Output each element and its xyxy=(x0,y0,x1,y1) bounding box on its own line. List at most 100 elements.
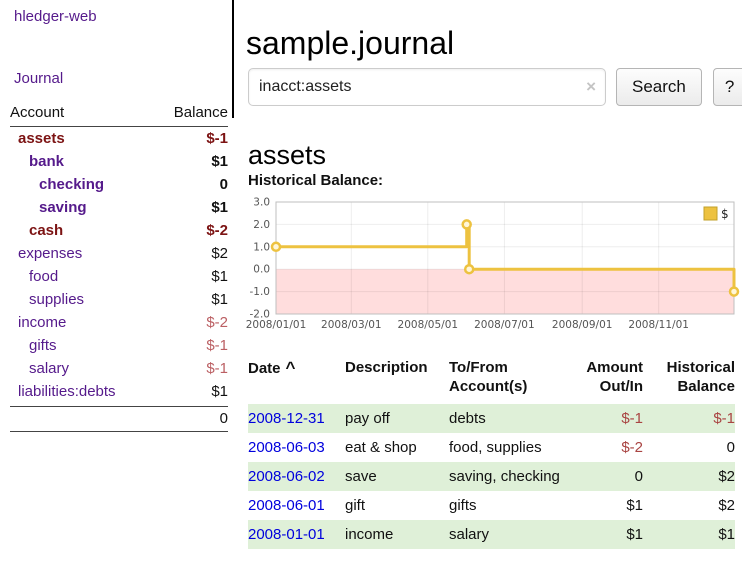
svg-text:2008/07/01: 2008/07/01 xyxy=(474,319,535,331)
account-balance: $-1 xyxy=(206,360,228,377)
transaction-date-link[interactable]: 2008-01-01 xyxy=(248,526,325,543)
accounts-header: Account Balance xyxy=(10,104,228,127)
accounts-header-balance: Balance xyxy=(173,104,228,121)
sidebar-divider xyxy=(232,0,234,118)
account-row: food $1 xyxy=(10,265,228,288)
amount-header-line1: Amount xyxy=(586,359,643,376)
transaction-description: save xyxy=(345,468,377,485)
transaction-date-link[interactable]: 2008-06-01 xyxy=(248,497,325,514)
transaction-accounts: saving, checking xyxy=(449,468,560,485)
chart-title: Historical Balance: xyxy=(248,172,384,189)
table-row: 2008-06-03 eat & shop food, supplies $-2… xyxy=(248,433,735,462)
account-link-saving[interactable]: saving xyxy=(39,199,87,216)
date-header-label: Date xyxy=(248,360,281,377)
table-row: 2008-12-31 pay off debts $-1 $-1 xyxy=(248,404,735,433)
svg-text:0.0: 0.0 xyxy=(253,264,270,276)
account-row: gifts $-1 xyxy=(10,334,228,357)
register-table: Date ^ Description To/From Account(s) Amo… xyxy=(248,358,735,549)
account-balance: $1 xyxy=(211,153,228,170)
accounts-total-row: 0 xyxy=(10,406,228,432)
column-header-tofrom: To/From Account(s) xyxy=(449,358,565,404)
amount-header-line2: Out/In xyxy=(599,378,643,395)
svg-text:2008/05/01: 2008/05/01 xyxy=(398,319,459,331)
account-link-supplies[interactable]: supplies xyxy=(29,291,85,308)
account-link-salary[interactable]: salary xyxy=(29,360,70,377)
transaction-description: gift xyxy=(345,497,366,514)
account-balance: $-1 xyxy=(206,130,228,147)
search-box: × xyxy=(248,68,606,106)
account-link-assets[interactable]: assets xyxy=(18,130,65,147)
transaction-description: income xyxy=(345,526,394,543)
sidebar-item-journal[interactable]: Journal xyxy=(14,70,64,87)
svg-text:3.0: 3.0 xyxy=(253,197,270,209)
account-row: income $-2 xyxy=(10,311,228,334)
account-row: liabilities:debts $1 xyxy=(10,380,228,403)
transaction-date-link[interactable]: 2008-06-03 xyxy=(248,439,325,456)
tofrom-header-line2: Account(s) xyxy=(449,378,528,395)
svg-text:1.0: 1.0 xyxy=(253,241,270,253)
transaction-date-link[interactable]: 2008-12-31 xyxy=(248,410,325,427)
account-row: saving $1 xyxy=(10,196,228,219)
account-link-gifts[interactable]: gifts xyxy=(29,337,57,354)
tofrom-header-line1: To/From xyxy=(449,359,508,376)
account-balance: 0 xyxy=(219,176,228,193)
transaction-description: pay off xyxy=(345,410,390,427)
legend-swatch xyxy=(703,206,718,221)
account-link-checking[interactable]: checking xyxy=(39,176,105,193)
transaction-balance: $-1 xyxy=(713,410,735,427)
account-balance: $2 xyxy=(211,245,228,262)
transaction-description: eat & shop xyxy=(345,439,417,456)
accounts-total-value: 0 xyxy=(219,410,228,427)
column-header-balance: Historical Balance xyxy=(643,358,735,404)
transaction-balance: $1 xyxy=(718,526,735,543)
search-input[interactable] xyxy=(259,78,577,96)
transaction-accounts: food, supplies xyxy=(449,439,542,456)
transaction-date-link[interactable]: 2008-06-02 xyxy=(248,468,325,485)
column-header-date[interactable]: Date ^ xyxy=(248,358,345,404)
table-row: 2008-06-02 save saving, checking 0 $2 xyxy=(248,462,735,491)
svg-text:2008/01/01: 2008/01/01 xyxy=(246,319,306,331)
accounts-panel: Account Balance assets $-1 bank $1 check… xyxy=(10,104,228,432)
app-brand-link[interactable]: hledger-web xyxy=(14,8,97,25)
transaction-balance: 0 xyxy=(726,439,735,456)
account-row: salary $-1 xyxy=(10,357,228,380)
svg-text:-2.0: -2.0 xyxy=(250,309,271,321)
svg-text:2.0: 2.0 xyxy=(253,219,270,231)
historical-balance-chart: $3.0 2.0 1.0 0.0 -1.0 -2.0 2008/01/01 2008/03/0… xyxy=(246,194,740,342)
transaction-amount: $-1 xyxy=(621,410,643,427)
svg-text:-1.0: -1.0 xyxy=(250,286,271,298)
account-link-liabilities-debts[interactable]: liabilities:debts xyxy=(18,383,116,400)
accounts-header-account: Account xyxy=(10,104,65,121)
svg-text:2008/03/01: 2008/03/01 xyxy=(321,319,382,331)
account-balance: $1 xyxy=(211,383,228,400)
account-link-food[interactable]: food xyxy=(29,268,59,285)
column-header-amount: Amount Out/In xyxy=(565,358,643,404)
help-button[interactable]: ? xyxy=(712,68,742,106)
sort-ascending-icon: ^ xyxy=(285,358,296,377)
account-balance: $-1 xyxy=(206,337,228,354)
account-balance: $1 xyxy=(211,199,228,216)
account-balance: $1 xyxy=(211,268,228,285)
account-row: bank $1 xyxy=(10,150,228,173)
account-balance: $-2 xyxy=(206,314,228,331)
transaction-balance: $2 xyxy=(718,468,735,485)
balance-header-line2: Balance xyxy=(677,378,735,395)
svg-text:2008/11/01: 2008/11/01 xyxy=(628,319,689,331)
table-row: 2008-01-01 income salary $1 $1 xyxy=(248,520,735,549)
account-row: cash $-2 xyxy=(10,219,228,242)
account-link-expenses[interactable]: expenses xyxy=(18,245,83,262)
transaction-accounts: debts xyxy=(449,410,486,427)
transaction-accounts: gifts xyxy=(449,497,477,514)
page-title: sample.journal xyxy=(246,25,455,62)
account-link-cash[interactable]: cash xyxy=(29,222,64,239)
register-header-row: Date ^ Description To/From Account(s) Amo… xyxy=(248,358,735,404)
transaction-accounts: salary xyxy=(449,526,490,543)
transaction-amount: $-2 xyxy=(621,439,643,456)
svg-text:$: $ xyxy=(721,207,729,221)
account-link-bank[interactable]: bank xyxy=(29,153,65,170)
clear-search-icon[interactable]: × xyxy=(586,77,596,96)
search-bar: × Search ? xyxy=(248,68,742,106)
account-link-income[interactable]: income xyxy=(18,314,67,331)
search-button[interactable]: Search xyxy=(616,68,702,106)
account-row: supplies $1 xyxy=(10,288,228,311)
